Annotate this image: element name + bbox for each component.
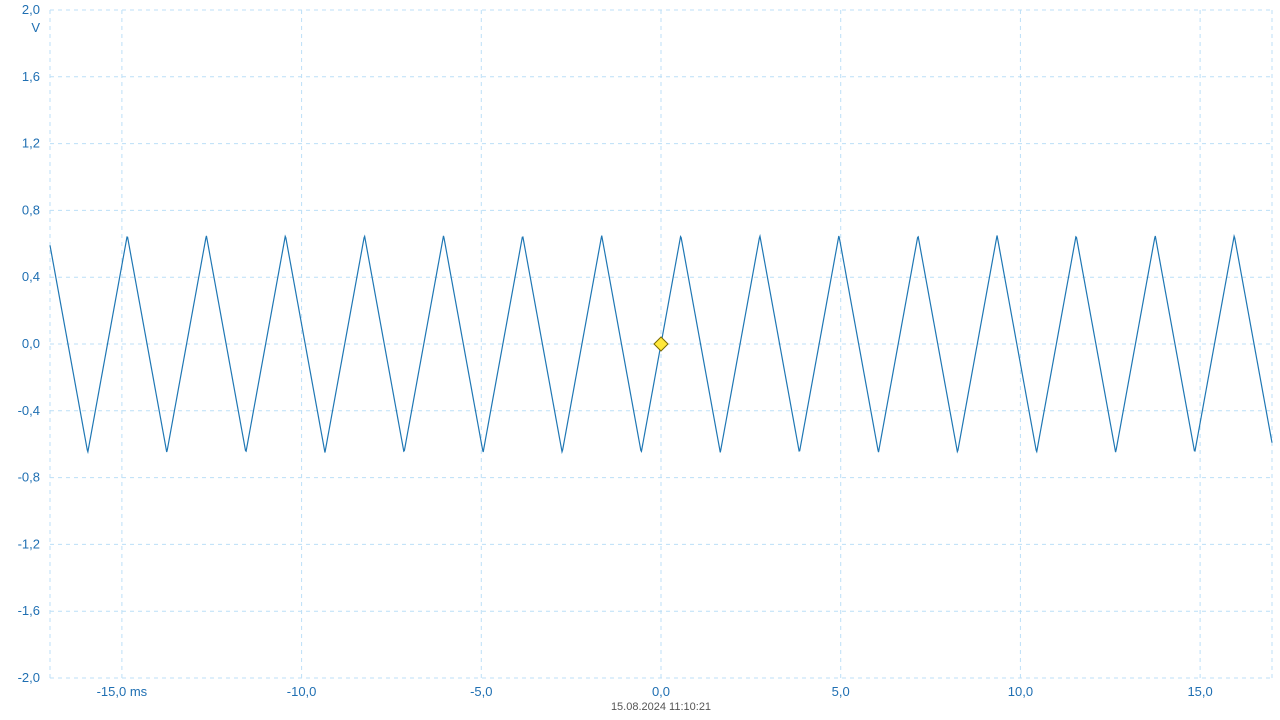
- y-tick-label: -1,2: [18, 536, 40, 551]
- x-tick-label: -5,0: [470, 684, 492, 699]
- y-tick-label: -2,0: [18, 670, 40, 685]
- y-tick-label: -1,6: [18, 603, 40, 618]
- x-tick-label: 10,0: [1008, 684, 1033, 699]
- x-tick-label: -15,0 ms: [97, 684, 148, 699]
- chart-svg: 2,0 1,6 1,2 0,8 0,4 0,0 -0,4 -0,8 -1,2 -1,6 -2,0 V -…: [0, 0, 1280, 720]
- timestamp-label: 15.08.2024 11:10:21: [611, 701, 711, 713]
- y-tick-label: 2,0: [22, 2, 40, 17]
- y-tick-label: 1,2: [22, 136, 40, 151]
- trigger-marker-icon: [654, 337, 668, 351]
- x-tick-label: 0,0: [652, 684, 670, 699]
- x-tick-label: 5,0: [832, 684, 850, 699]
- y-tick-label: 1,6: [22, 69, 40, 84]
- y-unit-label: V: [31, 20, 40, 35]
- y-tick-label: 0,8: [22, 202, 40, 217]
- y-tick-label: 0,4: [22, 269, 40, 284]
- x-tick-label: 15,0: [1187, 684, 1212, 699]
- x-tick-label: -10,0: [287, 684, 317, 699]
- y-tick-label: -0,8: [18, 470, 40, 485]
- oscilloscope-chart: 2,0 1,6 1,2 0,8 0,4 0,0 -0,4 -0,8 -1,2 -1,6 -2,0 V -…: [0, 0, 1280, 720]
- y-tick-label: 0,0: [22, 336, 40, 351]
- y-tick-label: -0,4: [18, 403, 40, 418]
